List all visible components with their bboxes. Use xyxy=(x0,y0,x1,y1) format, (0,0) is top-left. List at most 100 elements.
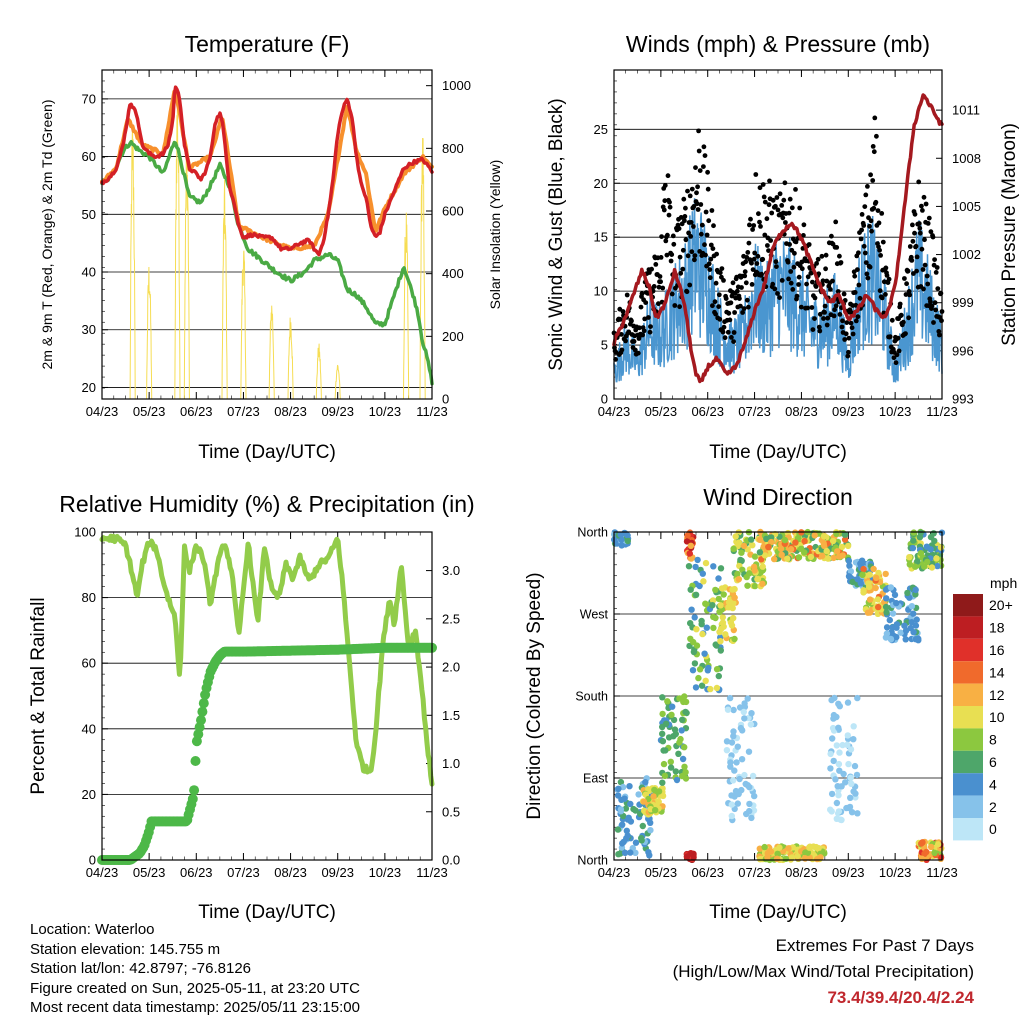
direction-point xyxy=(618,542,625,549)
speed-legend-label: 2 xyxy=(989,799,997,815)
direction-point xyxy=(624,832,631,839)
gust-point xyxy=(883,265,889,271)
direction-point xyxy=(624,537,631,545)
gust-point xyxy=(859,212,865,217)
rh-line xyxy=(99,533,435,787)
direction-point xyxy=(645,849,652,856)
direction-point xyxy=(874,596,882,603)
direction-point xyxy=(839,741,846,749)
direction-point xyxy=(698,682,706,689)
direction-ytick-label: West xyxy=(580,608,609,622)
direction-point xyxy=(815,845,822,852)
gust-point xyxy=(796,274,802,280)
direction-point xyxy=(835,724,842,731)
direction-point xyxy=(730,728,737,735)
direction-point xyxy=(722,631,729,638)
gust-point xyxy=(656,301,661,307)
solar-pulse xyxy=(315,343,322,400)
direction-xtick-label: 05/23 xyxy=(645,865,678,880)
dewpoint-line xyxy=(100,139,434,386)
direction-point xyxy=(691,660,699,667)
direction-point xyxy=(915,635,922,642)
direction-point xyxy=(745,748,753,755)
solar-pulse xyxy=(403,212,410,400)
temperature-xtick-label: 11/23 xyxy=(416,404,448,419)
gust-point xyxy=(921,286,926,292)
direction-point xyxy=(664,698,671,705)
direction-point xyxy=(638,837,645,844)
gust-point xyxy=(867,223,872,229)
gust-point xyxy=(905,268,911,274)
gust-point xyxy=(923,201,929,207)
gust-point xyxy=(912,211,918,217)
humidity-y2tick-label: 2.0 xyxy=(442,660,460,675)
speed-legend-swatch xyxy=(953,638,983,662)
gust-point xyxy=(840,318,845,324)
winds-xlabel: Time (Day/UTC) xyxy=(709,442,847,463)
direction-point xyxy=(875,569,882,577)
direction-point xyxy=(678,727,685,734)
direction-point xyxy=(847,746,855,753)
gust-point xyxy=(857,295,863,301)
gust-point xyxy=(904,281,909,287)
direction-point xyxy=(866,596,874,603)
gust-point xyxy=(699,222,705,228)
direction-point xyxy=(917,550,925,557)
direction-point xyxy=(777,545,785,552)
direction-point xyxy=(659,738,667,745)
gust-point xyxy=(920,267,926,272)
gust-point xyxy=(662,183,668,188)
gust-point xyxy=(760,182,766,187)
direction-point xyxy=(675,750,682,757)
speed-legend-label: 12 xyxy=(989,687,1005,703)
gust-point xyxy=(710,246,716,252)
humidity-xtick-label: 10/23 xyxy=(369,865,402,880)
gust-point xyxy=(856,282,862,288)
gust-point xyxy=(703,209,709,215)
direction-point xyxy=(748,536,755,543)
gust-point xyxy=(932,257,937,262)
direction-point xyxy=(734,570,741,578)
direction-point xyxy=(665,734,673,741)
gust-point xyxy=(744,297,750,303)
direction-point xyxy=(927,843,935,851)
gust-point xyxy=(852,290,858,295)
direction-point xyxy=(738,756,746,763)
temp-2m-line xyxy=(100,85,434,257)
direction-point xyxy=(767,848,775,855)
humidity-y2tick-label: 0.5 xyxy=(442,804,460,819)
direction-point xyxy=(865,580,872,587)
direction-point xyxy=(897,629,904,636)
gust-point xyxy=(832,307,837,313)
humidity-ylabel: Percent & Total Rainfall xyxy=(28,597,49,794)
direction-point xyxy=(883,595,890,602)
direction-point xyxy=(651,786,658,794)
direction-point xyxy=(853,771,861,779)
gust-point xyxy=(823,252,829,258)
gust-point xyxy=(868,218,874,224)
gust-point xyxy=(786,210,792,216)
direction-point xyxy=(912,622,920,629)
direction-point xyxy=(615,851,622,858)
winds-xtick-label: 09/23 xyxy=(832,404,865,419)
direction-point xyxy=(732,533,739,540)
gust-point xyxy=(722,335,728,341)
gust-point xyxy=(746,304,751,310)
humidity-xtick-label: 04/23 xyxy=(86,865,119,880)
direction-point xyxy=(730,777,737,784)
direction-point xyxy=(937,854,945,861)
gust-point xyxy=(685,253,691,259)
direction-xtick-label: 08/23 xyxy=(785,865,818,880)
direction-point xyxy=(717,638,724,645)
gust-point xyxy=(728,300,734,306)
gust-point xyxy=(732,310,737,315)
gust-point xyxy=(757,185,763,191)
gust-point xyxy=(783,220,788,225)
winds-y2tick-label: 1011 xyxy=(952,103,980,118)
gust-point xyxy=(817,311,823,317)
gust-point xyxy=(688,220,694,225)
direction-point xyxy=(728,739,736,746)
gust-point xyxy=(907,244,913,249)
gust-point xyxy=(731,330,737,335)
